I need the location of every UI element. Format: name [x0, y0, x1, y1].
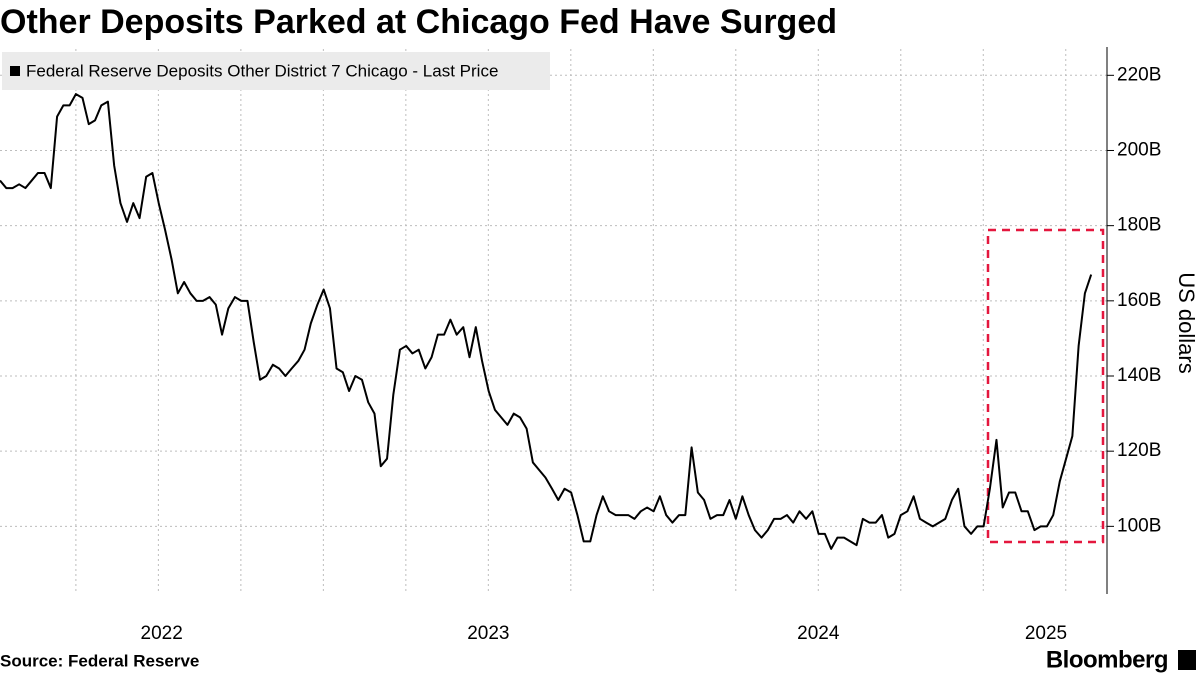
brand: Bloomberg: [1046, 646, 1168, 673]
x-tick-label: 2024: [797, 623, 840, 644]
y-tick-label: 140B: [1117, 365, 1161, 386]
legend-swatch: [10, 66, 20, 76]
y-tick-label: 160B: [1117, 290, 1161, 311]
y-axis-label: US dollars: [1174, 272, 1199, 373]
source: Source: Federal Reserve: [0, 651, 199, 670]
x-tick-label: 2023: [467, 623, 509, 644]
brand-icon: [1178, 650, 1196, 670]
legend-background: [2, 52, 550, 90]
x-tick-label: 2022: [141, 623, 183, 644]
y-tick-label: 100B: [1117, 515, 1161, 536]
y-tick-label: 200B: [1117, 139, 1161, 160]
y-tick-label: 220B: [1117, 64, 1161, 85]
highlight-box: [986, 228, 1105, 544]
line: [0, 93, 1093, 550]
chart-title: Other Deposits Parked at Chicago Fed Hav…: [0, 3, 837, 41]
y-tick-label: 120B: [1117, 440, 1161, 461]
y-tick-label: 180B: [1117, 215, 1161, 236]
legend-label: Federal Reserve Deposits Other District …: [26, 61, 498, 80]
x-tick-label: 2025: [1025, 623, 1067, 644]
